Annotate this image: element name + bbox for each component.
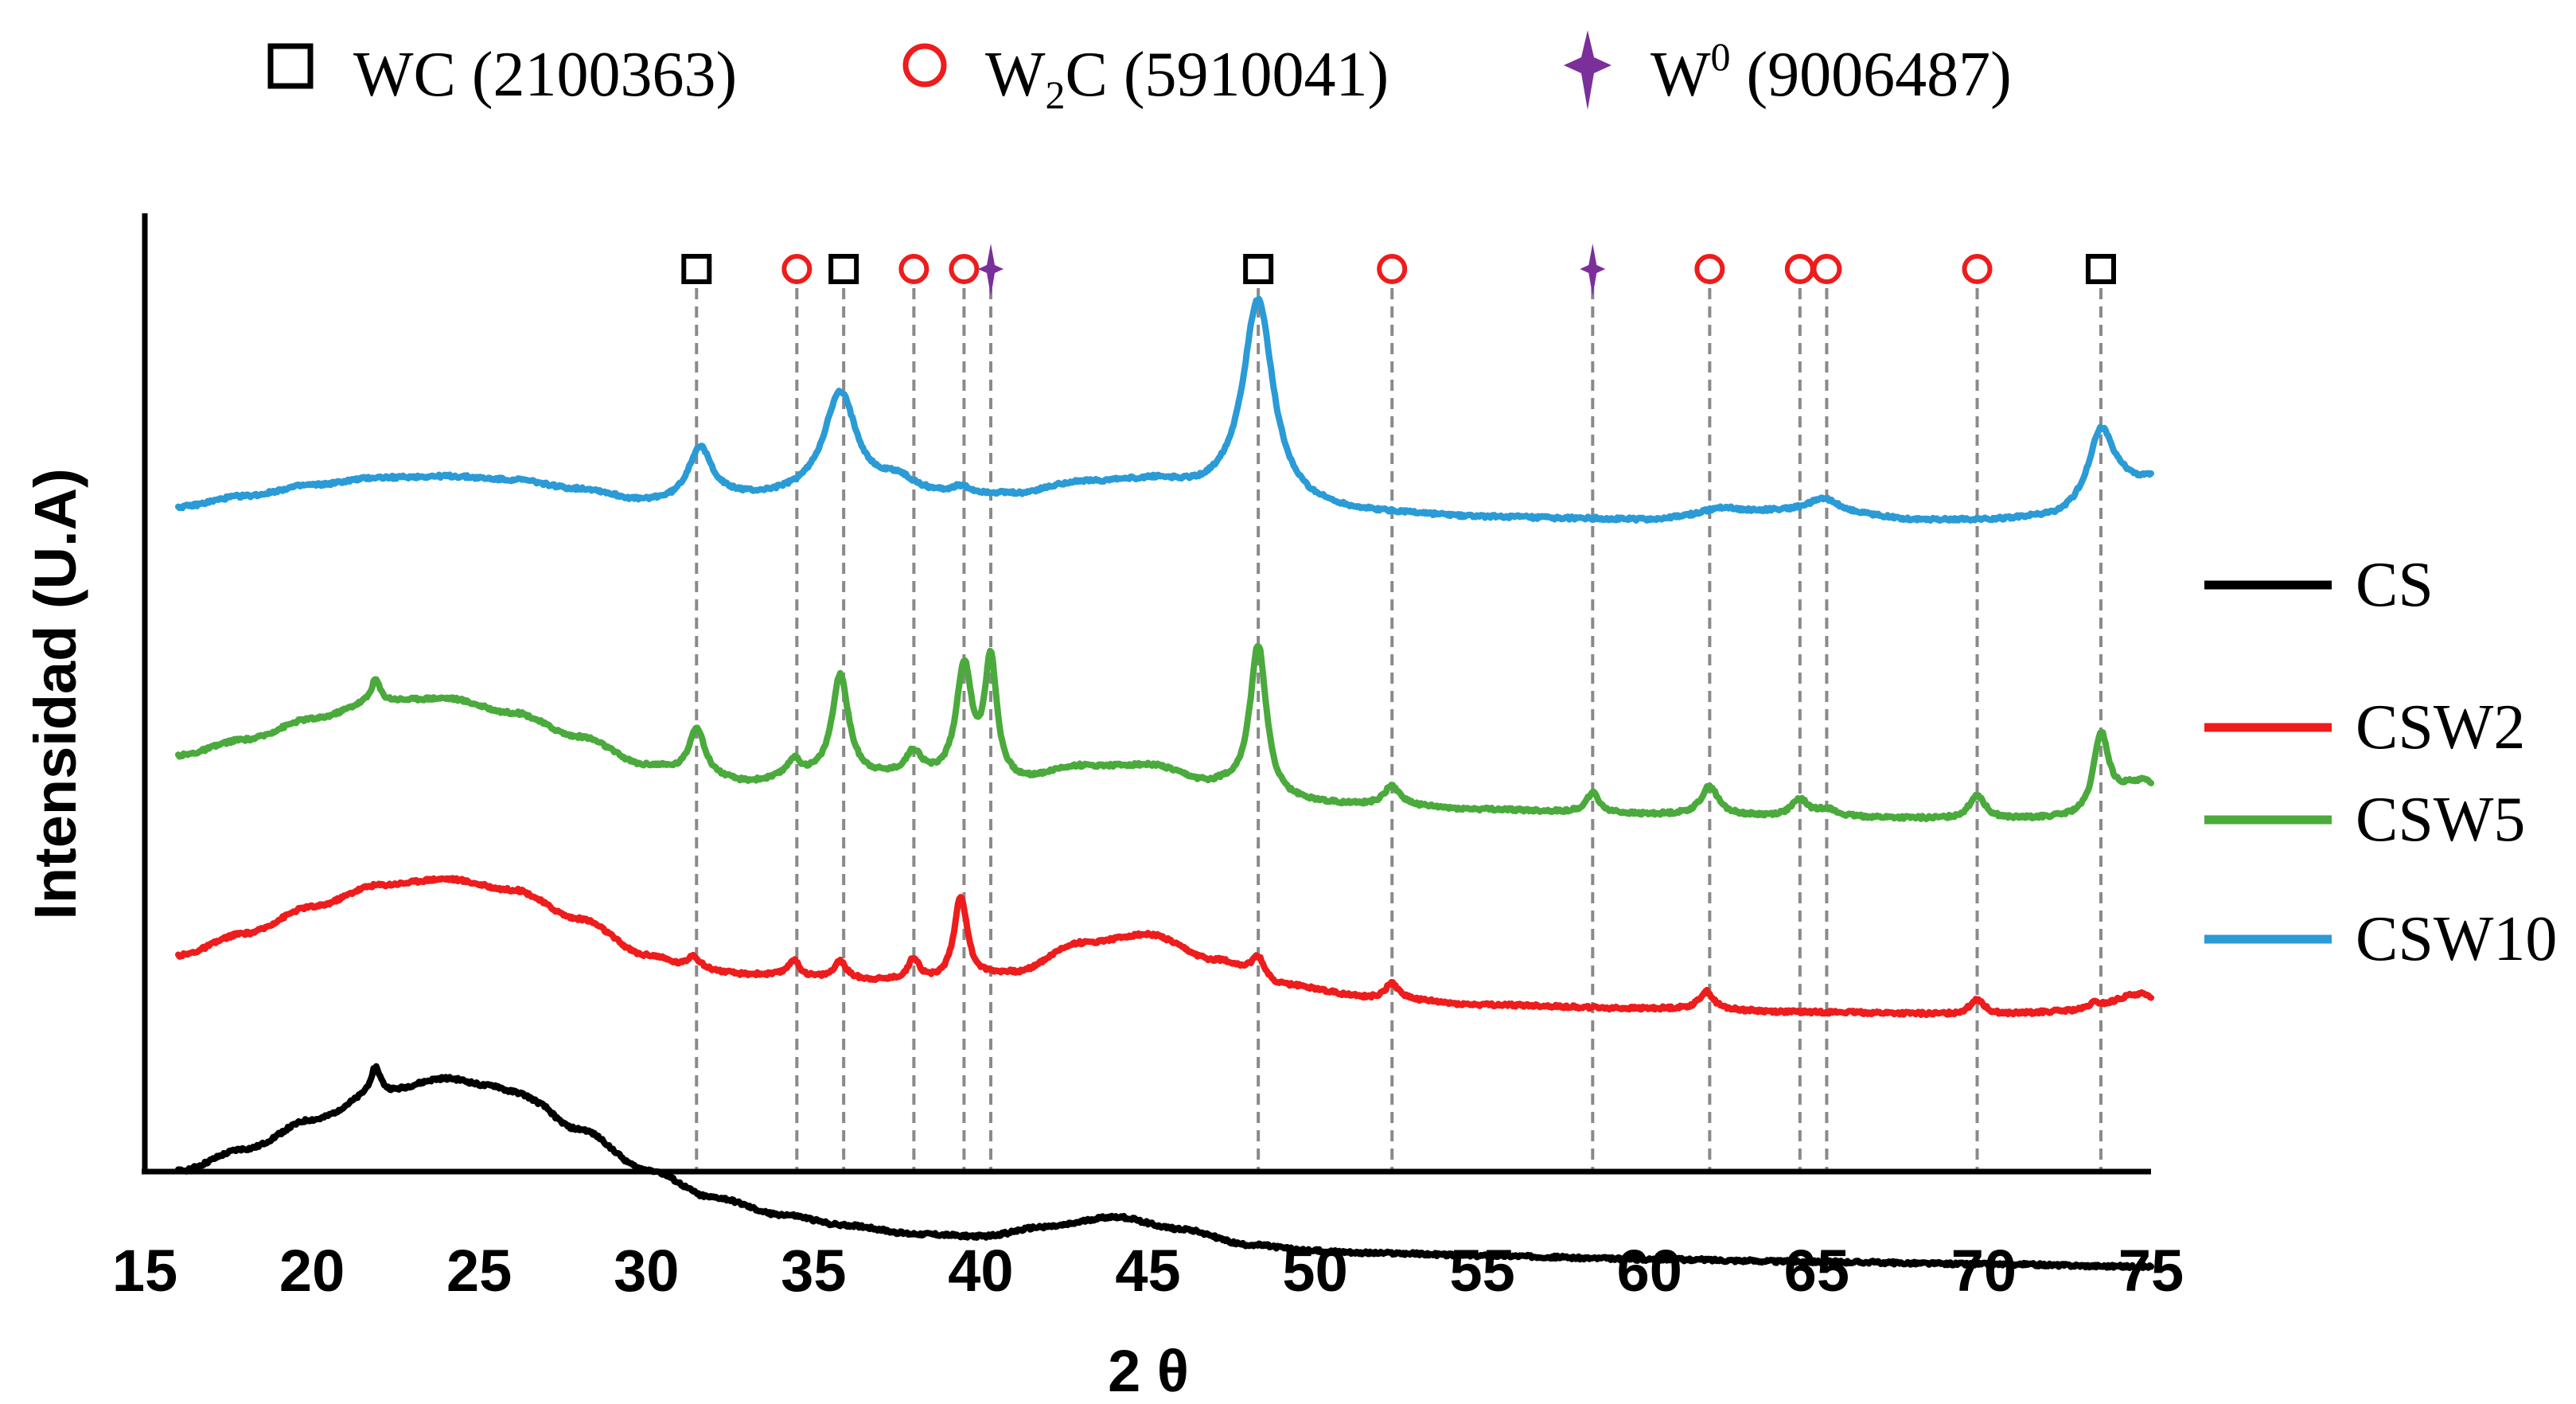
series-legend: CS CSW2 CSW5 CSW10	[2204, 550, 2557, 974]
x-tick-label: 70	[1951, 1238, 2017, 1304]
wc-peak-marker	[2088, 256, 2114, 282]
x-tick-label: 60	[1617, 1238, 1682, 1304]
w2c-legend-marker	[906, 46, 944, 84]
wc-legend-label: WC (2100363)	[353, 40, 737, 110]
legend-label-csw2: CSW2	[2356, 692, 2525, 762]
series-csw10-line	[178, 299, 2151, 521]
w2c-legend-label: W2C (5910041)	[985, 40, 1389, 117]
w0-legend-label: W0 (9006487)	[1650, 34, 2012, 110]
reference-lines	[696, 288, 2101, 1172]
wc-peak-marker	[831, 256, 856, 282]
legend-label-csw10: CSW10	[2356, 904, 2557, 974]
w2c-peak-marker	[784, 256, 809, 282]
w2c-peak-marker	[1965, 256, 1990, 282]
w2c-peak-marker	[951, 256, 976, 282]
y-axis-title: Intensidad (U.A)	[22, 468, 88, 919]
w2c-peak-marker	[1787, 256, 1813, 282]
x-tick-labels: 15 20 25 30 35 40 45 50 55 60 65 70 75	[112, 1238, 2184, 1304]
reference-markers	[684, 244, 2114, 296]
x-tick-label: 50	[1282, 1238, 1347, 1304]
w0-legend-marker	[1564, 30, 1611, 110]
w2c-peak-marker	[1697, 256, 1722, 282]
phase-legend: WC (2100363) W2C (5910041) W0 (9006487)	[271, 30, 2012, 117]
x-axis-title: 2 θ	[1108, 1338, 1189, 1404]
w0-peak-marker	[978, 244, 1004, 296]
x-tick-label: 45	[1115, 1238, 1180, 1304]
w2c-peak-marker	[1379, 256, 1405, 282]
w2c-peak-marker	[1814, 256, 1839, 282]
x-tick-label: 35	[781, 1238, 846, 1304]
legend-label-csw5: CSW5	[2356, 785, 2525, 855]
x-tick-label: 40	[948, 1238, 1013, 1304]
wc-legend-marker	[271, 46, 310, 86]
series-group	[178, 299, 2151, 1269]
series-csw2-line	[178, 878, 2151, 1015]
series-csw5-line	[178, 646, 2151, 819]
wc-peak-marker	[684, 256, 709, 282]
x-tick-label: 20	[279, 1238, 345, 1304]
x-tick-label: 75	[2118, 1238, 2184, 1304]
w2c-peak-marker	[901, 256, 926, 282]
x-tick-label: 25	[446, 1238, 512, 1304]
wc-peak-marker	[1245, 256, 1271, 282]
w0-peak-marker	[1580, 244, 1605, 296]
x-tick-label: 65	[1784, 1238, 1849, 1304]
legend-label-cs: CS	[2356, 550, 2434, 620]
x-tick-label: 55	[1450, 1238, 1515, 1304]
xrd-chart: WC (2100363) W2C (5910041) W0 (9006487) …	[0, 0, 2576, 1404]
x-tick-label: 15	[112, 1238, 177, 1304]
x-tick-label: 30	[614, 1238, 679, 1304]
